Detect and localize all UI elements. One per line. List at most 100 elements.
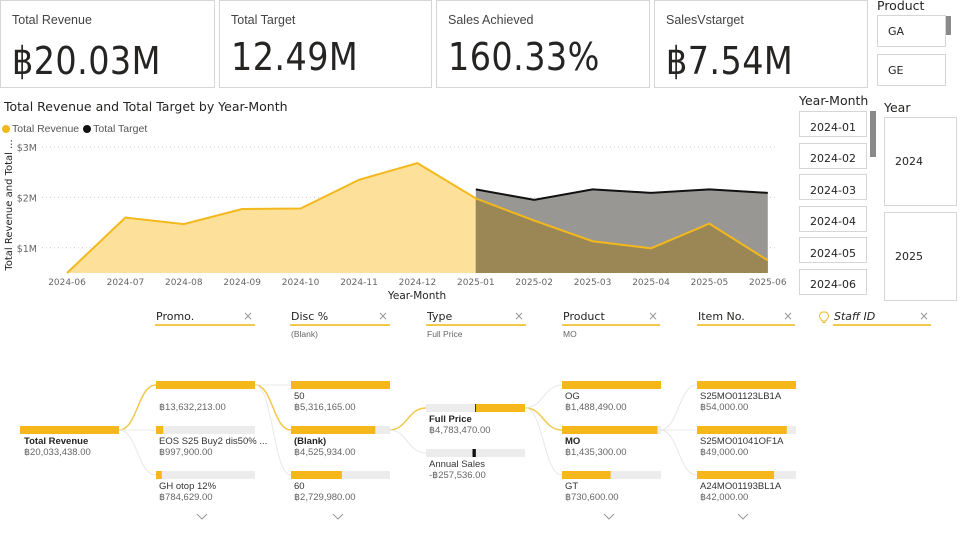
decomp-level-staff[interactable]: Staff ID × — [833, 309, 931, 326]
disc-node-name: 60 — [294, 481, 305, 492]
x-tick-label: 2024-09 — [223, 278, 261, 288]
type-bar-track — [426, 404, 525, 412]
close-icon[interactable]: × — [918, 309, 929, 323]
year-slicer-item-2025[interactable]: 2025 — [884, 212, 957, 301]
item-bar-track — [697, 381, 796, 389]
decomp-level-disc[interactable]: Disc % × — [290, 309, 390, 326]
level-label: Disc % — [291, 310, 329, 323]
tree-connector — [254, 384, 292, 476]
x-tick-label: 2024-12 — [399, 278, 437, 288]
area-chart: $1M $2M $3M 2024-06 2024-07 2024-08 2024-09 202… — [4, 139, 787, 302]
disc-bar-track — [291, 471, 390, 479]
decomp-level-promo[interactable]: Promo. × — [155, 309, 255, 326]
kpi-card-sales-achieved: Sales Achieved 160.33% — [436, 0, 650, 88]
promo-node-value: ฿997,900.00 — [159, 447, 213, 458]
promo-node-name: GH otop 12% — [159, 481, 217, 492]
disc-node-value: ฿2,729,980.00 — [294, 492, 356, 503]
x-tick-label: 2025-02 — [515, 278, 553, 288]
y-axis-title: Total Revenue and Total ... — [4, 139, 15, 271]
promo-bar-track — [156, 381, 255, 389]
close-icon[interactable]: × — [647, 309, 658, 323]
close-icon[interactable]: × — [242, 309, 253, 323]
decomp-level-disc-filter: (Blank) — [291, 329, 318, 339]
item-node-name: A24MO01193BL1A — [700, 481, 782, 492]
product-node-value: ฿1,435,300.00 — [565, 447, 627, 458]
product-node-name: OG — [565, 391, 580, 402]
kpi-card-total-target: Total Target 12.49M — [219, 0, 432, 88]
legend-dot-target — [83, 125, 92, 133]
tree-connector — [388, 407, 427, 431]
disc-bar-fill — [291, 381, 390, 389]
close-icon[interactable]: × — [377, 309, 388, 323]
promo-bar-track — [156, 426, 255, 434]
yearmonth-slicer-scrollbar[interactable] — [870, 111, 876, 157]
kpi-label: Total Target — [231, 13, 296, 27]
yearmonth-slicer-item[interactable]: 2024-05 — [799, 237, 867, 263]
yearmonth-slicer-item[interactable]: 2024-04 — [799, 205, 867, 232]
kpi-label: SalesVstarget — [666, 13, 744, 27]
type-bar-track — [426, 449, 525, 457]
chevron-down-icon[interactable] — [737, 511, 749, 523]
kpi-value: ฿20.03M — [12, 39, 161, 83]
yearmonth-slicer-item[interactable]: 2024-02 — [799, 142, 867, 169]
close-icon[interactable]: × — [513, 309, 524, 323]
item-node-name: S25MO01041OF1A — [700, 436, 784, 447]
tree-connector — [659, 429, 698, 476]
promo-bar-fill — [156, 381, 255, 389]
legend-item-target[interactable]: Total Target — [83, 123, 147, 135]
tree-connector — [524, 384, 563, 409]
disc-bar-track — [291, 381, 390, 389]
y-tick-label: $3M — [17, 143, 37, 154]
decomp-level-product[interactable]: Product × — [562, 309, 660, 326]
disc-bar-track — [291, 426, 390, 434]
yearmonth-slicer-item[interactable]: 2024-03 — [799, 174, 867, 200]
lightbulb-icon — [819, 311, 829, 323]
product-node-name: MO — [565, 436, 581, 447]
yearmonth-slicer-item[interactable]: 2024-01 — [799, 111, 867, 137]
disc-bar-fill — [291, 426, 376, 434]
kpi-label: Total Revenue — [12, 13, 92, 27]
tree-connector — [388, 429, 427, 454]
item-node-value: ฿49,000.00 — [700, 447, 749, 458]
yearmonth-slicer-item[interactable]: 2024-06 — [799, 268, 867, 295]
product-slicer-item-ge[interactable]: GE — [877, 54, 946, 86]
tree-connector — [524, 407, 563, 476]
chart-title: Total Revenue and Total Target by Year-M… — [4, 99, 288, 114]
root-name: Total Revenue — [24, 436, 89, 447]
product-slicer-scrollbar[interactable] — [946, 16, 951, 35]
product-slicer-item-ga[interactable]: GA — [877, 15, 946, 47]
decomp-level-item[interactable]: Item No. × — [697, 309, 795, 326]
root-bar-track — [20, 426, 119, 434]
legend-item-revenue[interactable]: Total Revenue — [2, 123, 79, 135]
level-label: Product — [563, 310, 605, 323]
item-node-name: S25MO01123LB1A — [700, 391, 782, 402]
tree-connector — [524, 407, 563, 431]
year-slicer-item-2024[interactable]: 2024 — [884, 117, 957, 206]
chevron-down-icon[interactable] — [603, 511, 615, 523]
x-tick-label: 2024-08 — [165, 278, 203, 288]
tree-connector — [118, 384, 157, 431]
decomp-level-product-filter: MO — [563, 329, 577, 339]
type-bar-fill — [475, 404, 525, 412]
overlap-area — [475, 198, 768, 273]
disc-node-value: ฿5,316,165.00 — [294, 402, 356, 413]
type-node-name: Full Price — [429, 414, 472, 425]
kpi-value: 160.33% — [448, 35, 600, 79]
year-slicer-title: Year — [884, 100, 911, 115]
x-tick-label: 2024-10 — [282, 278, 320, 288]
promo-bar-fill — [156, 471, 162, 479]
disc-node-name: (Blank) — [294, 436, 327, 447]
item-bar-track — [697, 471, 796, 479]
target-line — [475, 188, 768, 201]
item-node-value: ฿54,000.00 — [700, 402, 749, 413]
disc-bar-fill — [291, 471, 342, 479]
x-tick-label: 2025-04 — [632, 278, 670, 288]
product-bar-fill — [562, 381, 661, 389]
chevron-down-icon[interactable] — [196, 511, 208, 523]
y-tick-label: $2M — [17, 193, 37, 204]
product-bar-track — [562, 471, 661, 479]
close-icon[interactable]: × — [782, 309, 793, 323]
level-label: Type — [427, 310, 453, 323]
decomp-level-type[interactable]: Type × — [426, 309, 526, 326]
chevron-down-icon[interactable] — [332, 511, 344, 523]
